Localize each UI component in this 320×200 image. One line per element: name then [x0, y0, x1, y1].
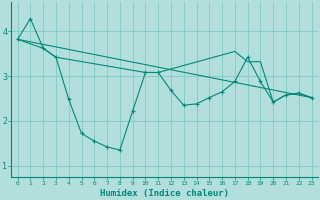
X-axis label: Humidex (Indice chaleur): Humidex (Indice chaleur)	[100, 189, 229, 198]
